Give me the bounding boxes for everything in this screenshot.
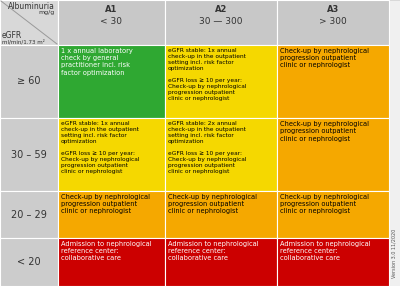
- Text: Admission to nephrological
reference center:
collaborative care: Admission to nephrological reference cen…: [61, 241, 152, 261]
- Text: 30 — 300: 30 — 300: [199, 17, 243, 26]
- Text: A1: A1: [105, 5, 118, 14]
- Text: eGFR stable: 2x annual
check-up in the outpatient
setting incl. risk factor
opti: eGFR stable: 2x annual check-up in the o…: [168, 121, 246, 174]
- Text: eGFR stable: 1x annual
check-up in the outpatient
setting incl. risk factor
opti: eGFR stable: 1x annual check-up in the o…: [168, 48, 246, 101]
- Text: 20 – 29: 20 – 29: [11, 210, 47, 219]
- Bar: [0, 45, 58, 118]
- Text: A2: A2: [215, 5, 227, 14]
- Bar: [165, 45, 277, 118]
- Bar: [165, 118, 277, 191]
- Text: Admission to nephrological
reference center:
collaborative care: Admission to nephrological reference cen…: [168, 241, 259, 261]
- Text: Admission to nephrological
reference center:
collaborative care: Admission to nephrological reference cen…: [280, 241, 371, 261]
- Text: ml/min/1.73 m²: ml/min/1.73 m²: [2, 39, 45, 45]
- Bar: [165, 238, 277, 286]
- Bar: [0, 118, 58, 191]
- Text: eGFR: eGFR: [2, 31, 22, 40]
- Bar: [58, 0, 165, 45]
- Text: Version 3.0 11/2020: Version 3.0 11/2020: [392, 229, 397, 278]
- Bar: [277, 191, 389, 238]
- Bar: [277, 45, 389, 118]
- Bar: [0, 238, 58, 286]
- Text: Albuminuria: Albuminuria: [8, 2, 55, 11]
- Text: mg/g: mg/g: [39, 10, 55, 15]
- Text: 1 x annual laboratory
check by general
practitioner incl. risk
factor optimizati: 1 x annual laboratory check by general p…: [61, 48, 133, 76]
- Text: Check-up by nephrological
progression outpatient
clinic or nephrologist: Check-up by nephrological progression ou…: [280, 48, 369, 69]
- Bar: [0, 191, 58, 238]
- Text: A3: A3: [327, 5, 339, 14]
- Bar: [165, 0, 277, 45]
- Bar: [277, 118, 389, 191]
- Bar: [165, 191, 277, 238]
- Bar: [58, 45, 165, 118]
- Bar: [389, 0, 400, 286]
- Text: Check-up by nephrological
progression outpatient
clinic or nephrologist: Check-up by nephrological progression ou…: [61, 194, 150, 214]
- Bar: [58, 238, 165, 286]
- Text: < 30: < 30: [100, 17, 122, 26]
- Text: 30 – 59: 30 – 59: [11, 150, 47, 160]
- Text: ≥ 60: ≥ 60: [17, 76, 41, 86]
- Text: Check-up by nephrological
progression outpatient
clinic or nephrologist: Check-up by nephrological progression ou…: [168, 194, 257, 214]
- Bar: [277, 238, 389, 286]
- Text: < 20: < 20: [17, 257, 41, 267]
- Bar: [277, 0, 389, 45]
- Text: > 300: > 300: [319, 17, 347, 26]
- Text: eGFR stable: 1x annual
check-up in the outpatient
setting incl. risk factor
opti: eGFR stable: 1x annual check-up in the o…: [61, 121, 140, 174]
- Bar: [58, 191, 165, 238]
- Bar: [58, 118, 165, 191]
- Text: Check-up by nephrological
progression outpatient
clinic or nephrologist: Check-up by nephrological progression ou…: [280, 121, 369, 142]
- Text: Check-up by nephrological
progression outpatient
clinic or nephrologist: Check-up by nephrological progression ou…: [280, 194, 369, 214]
- Bar: [0, 0, 58, 45]
